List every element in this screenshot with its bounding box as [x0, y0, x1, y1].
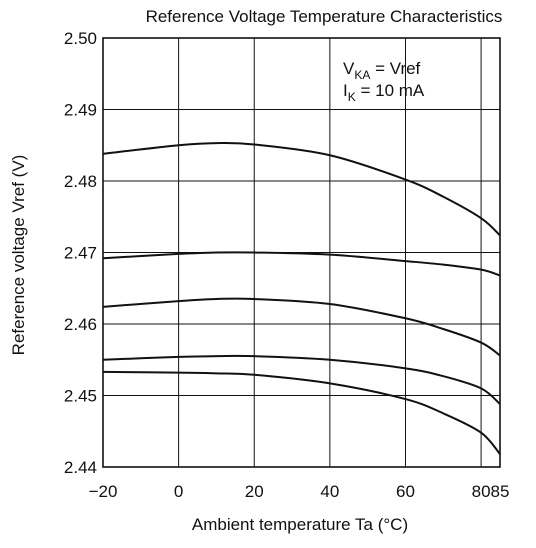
x-tick-labels: −20 0 20 40 60 80 85	[89, 482, 510, 501]
x-tick-label: 85	[491, 482, 510, 501]
series-line-4	[102, 354, 501, 405]
annotation-ik-sub: K	[348, 90, 356, 104]
curves	[102, 141, 501, 455]
annotation-ik: IK = 10 mA	[343, 81, 425, 104]
grid	[103, 38, 500, 467]
annotation-vka-sub: KA	[354, 68, 370, 82]
series-line-2	[102, 251, 501, 277]
x-tick-label: 20	[245, 482, 264, 501]
x-tick-label: 40	[320, 482, 339, 501]
condition-annotation: VKA = Vref IK = 10 mA	[343, 59, 425, 104]
series-line-3	[102, 297, 501, 357]
y-tick-label: 2.44	[64, 458, 97, 477]
annotation-vka-main: V	[343, 59, 355, 78]
plot-frame	[102, 37, 501, 468]
y-axis-label: Reference voltage Vref (V)	[9, 155, 28, 356]
x-tick-label: −20	[89, 482, 118, 501]
series-line-5	[102, 370, 501, 455]
x-tick-label: 60	[396, 482, 415, 501]
series-line-1	[102, 141, 501, 237]
chart-title: Reference Voltage Temperature Characteri…	[146, 7, 503, 26]
y-tick-label: 2.48	[64, 172, 97, 191]
y-tick-label: 2.47	[64, 244, 97, 263]
annotation-ik-rest: = 10 mA	[356, 81, 425, 100]
y-tick-label: 2.45	[64, 387, 97, 406]
x-tick-label: 80	[472, 482, 491, 501]
annotation-vka-rest: = Vref	[370, 59, 420, 78]
y-tick-label: 2.46	[64, 315, 97, 334]
y-tick-label: 2.49	[64, 101, 97, 120]
annotation-ik-main: I	[343, 81, 348, 100]
y-tick-labels: 2.50 2.49 2.48 2.47 2.46 2.45 2.44	[64, 29, 97, 477]
y-tick-label: 2.50	[64, 29, 97, 48]
x-axis-label: Ambient temperature Ta (°C)	[192, 515, 408, 534]
annotation-vka: VKA = Vref	[343, 59, 421, 82]
x-tick-label: 0	[174, 482, 183, 501]
